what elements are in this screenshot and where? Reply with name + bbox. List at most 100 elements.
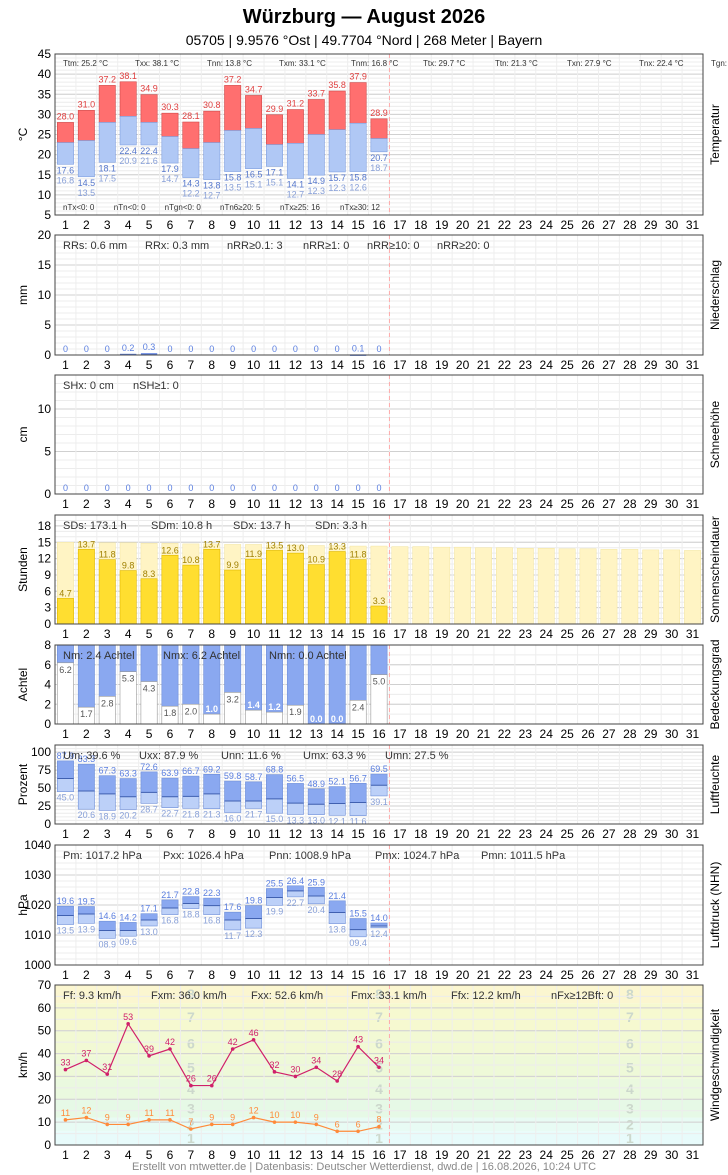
x-tick-label: 1 — [62, 218, 69, 232]
x-tick-label: 28 — [623, 727, 637, 741]
page-title: Würzburg — August 2026 — [242, 6, 486, 28]
panel-frame — [54, 844, 704, 966]
x-tick-label: 12 — [289, 358, 303, 372]
statistic-text: Uxx: 87.9 % — [139, 750, 199, 762]
temp-min-bar — [224, 130, 242, 172]
y-tick-label: 25 — [38, 799, 52, 813]
x-tick-label: 28 — [623, 968, 637, 982]
x-tick-label: 21 — [477, 497, 491, 511]
temp-max-label: 37.9 — [349, 72, 367, 82]
x-tick-label: 4 — [125, 1148, 132, 1162]
temp-min-label: 17.9 — [161, 164, 179, 174]
x-tick-label: 11 — [268, 358, 281, 372]
temp-max-label: 35.8 — [328, 80, 346, 90]
x-tick-label: 31 — [686, 497, 700, 511]
wind-mean-label: 9 — [105, 1112, 110, 1122]
wind-gust-point — [209, 1083, 214, 1088]
range-lower-bar — [349, 929, 367, 938]
sunshine-bar — [370, 605, 388, 625]
x-tick-label: 8 — [208, 827, 215, 841]
x-tick-label: 20 — [456, 358, 470, 372]
temp-max-bar — [98, 85, 116, 123]
x-tick-label: 31 — [686, 1148, 700, 1162]
x-tick-label: 14 — [331, 497, 345, 511]
x-tick-label: 7 — [188, 218, 195, 232]
wind-gust-label: 34 — [311, 1055, 321, 1065]
x-tick-label: 13 — [310, 1148, 324, 1162]
x-tick-label: 25 — [560, 358, 574, 372]
x-tick-label: 8 — [208, 1148, 215, 1162]
range-upper-bar — [98, 775, 116, 795]
statistic-text: SDm: 10.8 h — [151, 520, 212, 532]
temp-min-label: 14.3 — [182, 179, 200, 189]
temp-min-bar — [307, 134, 325, 176]
statistic-text: Umx: 63.3 % — [303, 750, 366, 762]
range-upper-bar — [286, 885, 304, 892]
max-label: 22.3 — [203, 888, 221, 898]
x-tick-label: 18 — [414, 497, 428, 511]
sunshine-label: 13.3 — [328, 542, 346, 552]
value-label: 0.1 — [352, 343, 365, 353]
sunshine-label: 9.8 — [122, 561, 135, 571]
statistic-text: Nm: 2.4 Achtel — [63, 650, 135, 662]
x-tick-label: 11 — [268, 727, 281, 741]
x-tick-label: 23 — [519, 968, 533, 982]
min-label: 21.8 — [182, 809, 200, 819]
cloud-label: 2.4 — [352, 702, 365, 712]
x-tick-label: 27 — [602, 827, 616, 841]
x-tick-label: 26 — [581, 497, 595, 511]
min-label: 28.7 — [140, 804, 158, 814]
wind-gust-point — [335, 1079, 339, 1083]
sunshine-bar — [140, 578, 158, 625]
x-tick-label: 19 — [435, 1148, 449, 1162]
temp-max-bar — [286, 109, 304, 144]
station-info: 05705 | 9.9576 °Ost | 49.7704 °Nord | 26… — [185, 32, 543, 48]
value-label: 0 — [84, 344, 89, 354]
wind-mean-label: 9 — [209, 1112, 214, 1122]
temp-max-label: 31.0 — [78, 99, 96, 109]
possible-sun-bar — [391, 546, 409, 625]
panel-label: Temperatur — [708, 104, 722, 165]
range-upper-bar — [77, 763, 95, 792]
x-tick-label: 1 — [62, 968, 69, 982]
panel-label: Schneehöhe — [708, 400, 722, 468]
panel-wind: 1112223334445556667778883337315339422626… — [16, 978, 722, 1162]
y-tick-label: 4 — [44, 678, 51, 692]
panel-frame — [54, 234, 704, 356]
range-upper-bar — [56, 905, 74, 916]
x-tick-label: 8 — [208, 627, 215, 641]
wind-mean-label: 12 — [81, 1106, 91, 1116]
x-tick-label: 29 — [644, 627, 658, 641]
x-tick-label: 2 — [83, 358, 90, 372]
range-lower-bar — [140, 792, 158, 804]
sunshine-label: 13.0 — [287, 543, 305, 553]
x-tick-label: 27 — [602, 497, 616, 511]
min-label: 13.0 — [308, 816, 326, 826]
x-tick-label: 29 — [644, 497, 658, 511]
statistic-text: nTgn<0: 0 — [165, 203, 202, 212]
x-tick-label: 13 — [310, 497, 324, 511]
beaufort-label: 7 — [187, 1009, 195, 1025]
cloud-label: 1.8 — [164, 708, 177, 718]
temp-max-label: 28.0 — [57, 111, 75, 121]
wind-gust-point — [126, 1022, 130, 1026]
temp-min-bar — [98, 122, 116, 163]
x-tick-label: 9 — [229, 627, 236, 641]
x-tick-label: 18 — [414, 727, 428, 741]
range-lower-bar — [307, 895, 325, 905]
temp-max-bar — [119, 81, 137, 117]
x-tick-label: 7 — [188, 968, 195, 982]
x-tick-label: 4 — [125, 968, 132, 982]
wind-gust-point — [168, 1047, 172, 1051]
x-tick-label: 20 — [456, 727, 470, 741]
statistic-text: Unn: 11.6 % — [221, 750, 281, 762]
max-label: 25.9 — [308, 877, 326, 887]
x-tick-label: 13 — [310, 727, 324, 741]
temp-max-label: 28.1 — [182, 111, 200, 121]
cloud-label: 1.4 — [247, 700, 260, 710]
x-tick-label: 28 — [623, 358, 637, 372]
x-tick-label: 16 — [372, 358, 386, 372]
temp-max-bar — [266, 114, 283, 145]
y-tick-label: 2 — [44, 697, 51, 711]
